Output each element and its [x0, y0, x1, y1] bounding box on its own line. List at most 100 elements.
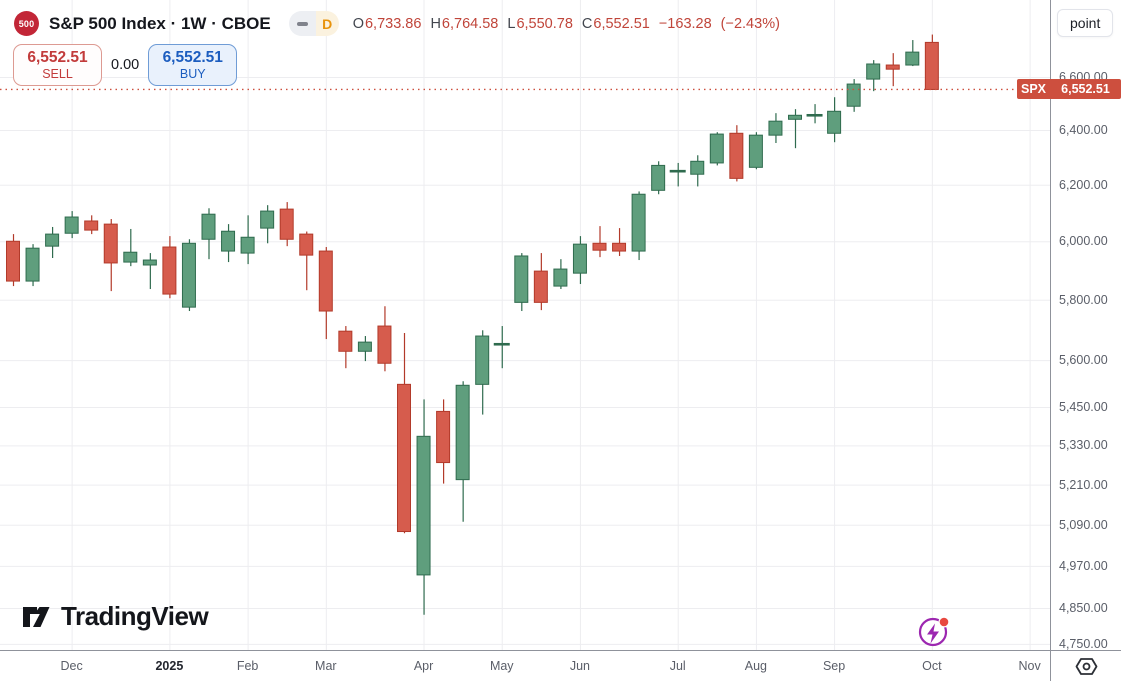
- time-tick-label-mar: Mar: [315, 659, 337, 673]
- candle-2025-08-04: [748, 134, 763, 168]
- price-tick-label: 5,090.00: [1059, 517, 1108, 532]
- candle-2025-01-21: [201, 213, 216, 240]
- time-axis[interactable]: Dec 2025 Feb Mar Apr May Jun Jul Aug Sep Oct Nov: [0, 650, 1050, 681]
- open-label: O: [352, 15, 364, 32]
- candle-2025-03-24: [377, 325, 392, 364]
- time-tick-label-jun: Jun: [569, 659, 591, 673]
- buy-price: 6,552.51: [162, 48, 223, 66]
- last-price-tag-value: 6,552.51: [1061, 82, 1110, 97]
- candle-doji-2025-05-05: [493, 342, 510, 346]
- time-tick-label-feb: Feb: [236, 659, 259, 673]
- axis-corner: [1050, 650, 1121, 681]
- candle-2025-04-21: [455, 384, 470, 481]
- candle-2025-06-16: [612, 242, 627, 252]
- time-tick-label-sep: Sep: [822, 659, 846, 673]
- time-tick-label-nov: Nov: [1018, 659, 1041, 673]
- axis-unit-toggle[interactable]: point: [1057, 9, 1114, 37]
- candle-2025-02-10: [260, 210, 275, 229]
- candle-2025-08-11: [768, 120, 783, 136]
- candle-2025-09-29: [905, 51, 920, 66]
- candle-2025-05-12: [514, 255, 529, 303]
- candle-2025-02-18: [279, 208, 294, 240]
- candle-2025-09-22: [885, 64, 900, 70]
- candle-2025-09-15: [866, 63, 881, 80]
- low-value: 6,550.78: [516, 15, 573, 32]
- price-tick-label: 6,400.00: [1059, 123, 1108, 138]
- candle-2025-01-13: [181, 242, 196, 308]
- candle-2025-03-10: [338, 330, 353, 352]
- price-axis[interactable]: point 6,600.00 6,400.00 6,200.00 6,000.00 5,…: [1050, 0, 1121, 651]
- high-label: H: [430, 15, 441, 32]
- candle-2024-12-09: [84, 220, 99, 231]
- candle-2025-09-08: [846, 83, 861, 107]
- price-tick-label: 5,210.00: [1059, 477, 1108, 492]
- pane-visibility-icon[interactable]: [1074, 656, 1099, 677]
- ohlc-readout: O 6,733.86 H 6,764.58 L 6,550.78 C 6,552.51 …: [353, 16, 780, 32]
- open-value: 6,733.86: [364, 15, 422, 32]
- buy-label: BUY: [179, 66, 206, 81]
- candle-2024-11-11: [6, 240, 20, 282]
- tradingview-logo-text: TradingView: [61, 601, 209, 631]
- candle-2025-04-07: [416, 435, 431, 576]
- candle-2025-06-02: [572, 243, 587, 274]
- symbol-title[interactable]: S&P 500 Index · 1W · CBOE: [49, 13, 271, 33]
- candle-2025-04-28: [475, 335, 490, 385]
- low-label: L: [507, 15, 516, 32]
- price-tick-label: 5,330.00: [1059, 438, 1108, 453]
- last-price-tag-symbol: SPX: [1020, 82, 1046, 97]
- sell-label: SELL: [42, 66, 73, 81]
- close-label: C: [581, 15, 593, 32]
- tradingview-logo-icon: [22, 603, 52, 631]
- candle-2025-06-09: [592, 242, 607, 251]
- candle-2025-04-14: [436, 410, 451, 464]
- time-tick-label-dec: Dec: [60, 659, 83, 673]
- candle-2025-03-31: [397, 383, 411, 533]
- candle-2025-03-17: [357, 341, 372, 352]
- time-tick-label-2025: 2025: [155, 659, 184, 673]
- candle-2025-05-27: [553, 268, 568, 287]
- candle-doji-2025-07-07: [669, 169, 686, 173]
- minus-icon: [296, 21, 308, 26]
- candle-2024-12-30: [142, 259, 157, 266]
- buy-button[interactable]: 6,552.51 BUY: [148, 44, 238, 86]
- time-tick-label-aug: Aug: [744, 659, 768, 673]
- change-percent: (−2.43%): [720, 15, 780, 32]
- candle-2024-11-18: [25, 247, 40, 282]
- timeframe-pill[interactable]: D: [288, 11, 339, 36]
- change-value: −163.28: [658, 15, 712, 32]
- sell-button[interactable]: 6,552.51 SELL: [13, 44, 102, 86]
- candle-2025-08-18: [788, 114, 802, 120]
- candle-2024-12-23: [123, 251, 138, 263]
- time-tick-label-jul: Jul: [669, 659, 686, 673]
- sp500-logo-badge: 500: [14, 11, 39, 36]
- candle-2025-06-30: [651, 164, 666, 191]
- price-tick-label: 6,000.00: [1059, 234, 1108, 249]
- candle-2025-10-06: [924, 41, 939, 90]
- collapse-button[interactable]: [288, 11, 316, 36]
- price-tick-label: 4,750.00: [1059, 636, 1108, 651]
- close-value: 6,552.51: [593, 15, 650, 32]
- candle-2025-09-02: [827, 110, 842, 134]
- candle-2025-03-03: [318, 250, 333, 312]
- candle-2025-07-28: [729, 132, 744, 179]
- live-event-lightning-icon[interactable]: [915, 610, 955, 657]
- price-tick-label: 4,850.00: [1059, 600, 1108, 615]
- time-tick-label-apr: Apr: [413, 659, 434, 673]
- timeframe-button[interactable]: D: [315, 11, 339, 36]
- candle-2025-07-21: [709, 133, 724, 164]
- candlestick-chart[interactable]: [0, 0, 1050, 650]
- candle-2025-01-06: [162, 246, 177, 295]
- last-price-tag: SPX 6,552.51: [1017, 79, 1121, 100]
- candle-2024-12-02: [64, 216, 79, 234]
- spread-value: 0.00: [111, 57, 140, 73]
- candle-2025-01-27: [221, 230, 236, 252]
- candle-2024-11-25: [45, 233, 60, 247]
- high-value: 6,764.58: [441, 15, 499, 32]
- candle-2025-02-24: [299, 233, 314, 256]
- candle-2025-05-19: [533, 270, 548, 303]
- price-tick-label: 5,450.00: [1059, 399, 1108, 414]
- candle-2025-07-14: [690, 160, 705, 175]
- price-tick-label: 5,600.00: [1059, 353, 1108, 368]
- candle-doji-2025-08-25: [806, 113, 823, 117]
